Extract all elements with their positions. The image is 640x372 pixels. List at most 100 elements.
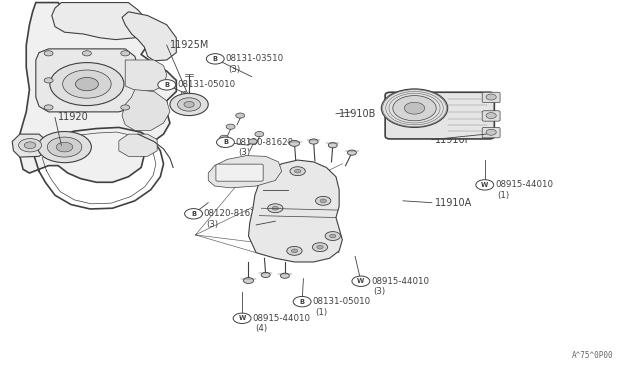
Polygon shape [52,3,148,39]
Circle shape [47,137,82,157]
Circle shape [280,273,289,278]
Text: 08131-05010: 08131-05010 [177,80,235,89]
Text: B: B [191,211,196,217]
Text: 11935M: 11935M [266,185,305,195]
Circle shape [309,139,318,144]
FancyBboxPatch shape [482,111,500,121]
Circle shape [486,113,496,119]
Text: 08120-81628: 08120-81628 [204,209,262,218]
Text: (1): (1) [179,91,191,100]
Circle shape [320,199,326,203]
Polygon shape [122,90,170,131]
Circle shape [177,98,200,111]
Text: B: B [212,56,218,62]
Polygon shape [125,60,167,92]
Text: B: B [164,82,169,88]
FancyBboxPatch shape [385,92,494,139]
Circle shape [476,180,493,190]
Circle shape [83,51,92,56]
Text: (3): (3) [206,220,218,229]
Circle shape [352,276,370,286]
Text: 08131-05010: 08131-05010 [312,297,371,306]
Circle shape [206,54,224,64]
Polygon shape [119,134,157,156]
Circle shape [261,272,270,278]
Text: 08120-81628: 08120-81628 [236,138,294,147]
Text: (3): (3) [228,65,240,74]
Text: (1): (1) [497,191,509,200]
Circle shape [381,89,448,128]
Circle shape [19,138,42,152]
Circle shape [268,204,283,213]
Circle shape [184,102,194,108]
Circle shape [38,132,92,163]
Circle shape [170,93,208,116]
Polygon shape [12,134,47,157]
Polygon shape [208,155,282,188]
Circle shape [226,124,235,129]
Circle shape [348,150,356,155]
Circle shape [158,80,175,90]
Text: W: W [357,278,365,284]
Circle shape [293,296,311,307]
Polygon shape [20,3,176,182]
Text: (3): (3) [238,148,250,157]
Text: (3): (3) [374,287,386,296]
Polygon shape [36,49,138,112]
Circle shape [486,94,496,100]
Circle shape [50,62,124,106]
Circle shape [317,245,323,249]
Circle shape [184,209,202,219]
Circle shape [255,132,264,137]
Circle shape [272,206,278,210]
Circle shape [44,105,53,110]
FancyBboxPatch shape [216,164,263,181]
Text: (1): (1) [315,308,327,317]
Circle shape [294,169,301,173]
Text: 11910B: 11910B [339,109,376,119]
FancyBboxPatch shape [482,92,500,103]
Text: 08131-03510: 08131-03510 [225,54,284,63]
Circle shape [404,102,425,114]
Text: W: W [239,315,246,321]
Text: 11910: 11910 [259,220,290,230]
Text: 08915-44010: 08915-44010 [252,314,310,323]
Text: 08915-44010: 08915-44010 [371,277,429,286]
Circle shape [76,77,99,91]
Circle shape [291,249,298,253]
Circle shape [63,70,111,98]
Circle shape [243,278,253,283]
Circle shape [290,167,305,176]
Text: 11920: 11920 [58,112,89,122]
Polygon shape [122,12,176,61]
Circle shape [44,51,53,56]
Circle shape [24,142,36,148]
FancyBboxPatch shape [482,128,500,138]
Circle shape [289,140,300,146]
Text: B: B [223,139,228,145]
Polygon shape [248,160,342,262]
Text: B: B [300,299,305,305]
Circle shape [312,243,328,251]
Circle shape [216,137,234,147]
Circle shape [330,234,336,238]
Circle shape [248,139,257,144]
Text: 11925M: 11925M [170,40,209,50]
Circle shape [56,142,73,152]
Circle shape [121,51,130,56]
Text: 11910A: 11910A [435,198,472,208]
Circle shape [486,129,496,135]
Circle shape [236,113,244,118]
Circle shape [316,196,331,205]
Circle shape [44,78,53,83]
Circle shape [121,105,130,110]
Circle shape [328,142,337,148]
Circle shape [393,96,436,121]
Text: 08915-44010: 08915-44010 [495,180,553,189]
Circle shape [233,313,251,324]
Circle shape [325,232,340,240]
Text: 11910F: 11910F [435,135,471,145]
Text: (4): (4) [255,324,267,333]
Text: A^75^0P00: A^75^0P00 [572,351,614,360]
Text: W: W [481,182,488,188]
